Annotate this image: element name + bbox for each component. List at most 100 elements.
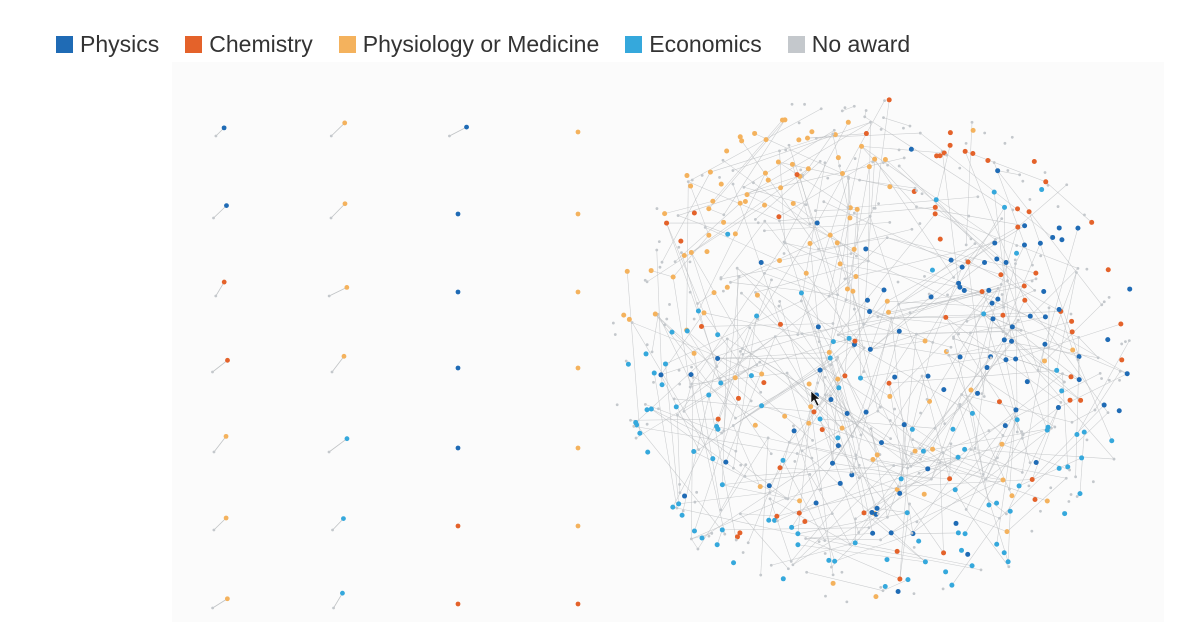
edge <box>959 406 1009 562</box>
node-no-award <box>1053 425 1057 429</box>
legend-item-physics: Physics <box>56 31 159 58</box>
node-physics <box>1076 377 1082 383</box>
node-physiology-or-medicine <box>1009 493 1015 499</box>
edge <box>799 457 959 514</box>
node-physics <box>715 355 721 361</box>
node-economics <box>679 512 685 518</box>
node-chemistry <box>1022 297 1028 303</box>
edge <box>677 174 803 216</box>
node-chemistry <box>664 220 670 226</box>
node-economics <box>986 502 992 508</box>
node-no-award <box>1019 328 1023 332</box>
node-no-award <box>660 260 664 264</box>
node-no-award <box>448 134 451 138</box>
node-no-award <box>1020 430 1024 434</box>
node-no-award <box>1075 271 1078 274</box>
edge <box>977 300 1026 394</box>
node-no-award <box>843 338 847 342</box>
node-economics <box>826 557 832 563</box>
edge <box>816 100 885 224</box>
node-no-award <box>915 205 918 209</box>
node-no-award <box>947 353 951 357</box>
node-economics <box>691 528 697 534</box>
node-no-award <box>902 126 905 130</box>
node-no-award <box>657 240 661 244</box>
edge <box>761 262 892 319</box>
node-chemistry <box>937 153 943 159</box>
edge <box>449 126 467 137</box>
node-physics <box>896 328 902 334</box>
node-physics <box>961 287 967 293</box>
edge <box>1031 407 1059 480</box>
edge <box>677 414 681 493</box>
node-no-award <box>763 219 767 223</box>
node-no-award <box>938 461 942 465</box>
edge <box>920 341 1012 460</box>
node-no-award <box>1033 288 1037 292</box>
edge <box>805 532 873 539</box>
node-physiology-or-medicine <box>1042 358 1048 364</box>
node-physiology-or-medicine <box>575 129 581 135</box>
edge <box>1047 307 1050 428</box>
node-chemistry <box>932 204 938 210</box>
node-no-award <box>952 337 955 340</box>
edge <box>797 178 849 335</box>
node-no-award <box>893 407 897 411</box>
node-physiology-or-medicine <box>724 148 730 154</box>
node-no-award <box>969 448 973 451</box>
edge <box>914 357 992 452</box>
edge <box>808 289 885 424</box>
edge <box>723 276 740 431</box>
node-no-award <box>908 124 912 128</box>
node-physiology-or-medicine <box>765 177 771 183</box>
node-economics <box>1077 491 1083 497</box>
node-no-award <box>1118 378 1121 382</box>
node-no-award <box>777 304 781 308</box>
node-physiology-or-medicine <box>724 284 730 290</box>
node-physiology-or-medicine <box>223 515 229 521</box>
node-no-award <box>740 291 743 295</box>
node-physiology-or-medicine <box>575 211 581 217</box>
node-economics <box>949 582 955 588</box>
node-no-award <box>897 164 901 168</box>
edge <box>1003 263 1016 308</box>
node-no-award <box>677 368 681 372</box>
edge <box>936 199 1046 318</box>
legend-label-chemistry: Chemistry <box>209 30 313 57</box>
node-no-award <box>1013 415 1017 419</box>
node-physiology-or-medicine <box>752 130 758 136</box>
node-no-award <box>915 520 919 524</box>
node-no-award <box>686 180 690 184</box>
node-economics <box>904 510 910 516</box>
node-physiology-or-medicine <box>224 596 230 602</box>
edge <box>846 413 928 470</box>
edge <box>983 313 1081 401</box>
edge <box>705 227 780 261</box>
node-physics <box>837 480 843 486</box>
edge <box>778 158 875 217</box>
node-no-award <box>735 266 739 270</box>
edge <box>881 442 921 449</box>
edge <box>816 394 912 467</box>
node-no-award <box>890 316 893 320</box>
node-chemistry <box>1029 476 1035 482</box>
node-no-award <box>854 517 857 521</box>
node-no-award <box>769 563 773 567</box>
edge <box>832 333 917 464</box>
edge <box>953 290 990 338</box>
node-no-award <box>804 537 808 540</box>
node-economics <box>719 482 725 488</box>
edge <box>945 317 1062 403</box>
node-no-award <box>803 102 806 106</box>
node-physics <box>995 168 1001 174</box>
node-economics <box>754 313 760 319</box>
node-economics <box>830 339 836 345</box>
node-physics <box>813 500 819 506</box>
edge <box>909 503 944 554</box>
node-no-award <box>688 385 692 389</box>
edge <box>877 316 1022 331</box>
edge <box>1011 341 1115 460</box>
edge <box>740 513 789 569</box>
edge <box>849 338 949 356</box>
node-no-award <box>721 158 725 162</box>
